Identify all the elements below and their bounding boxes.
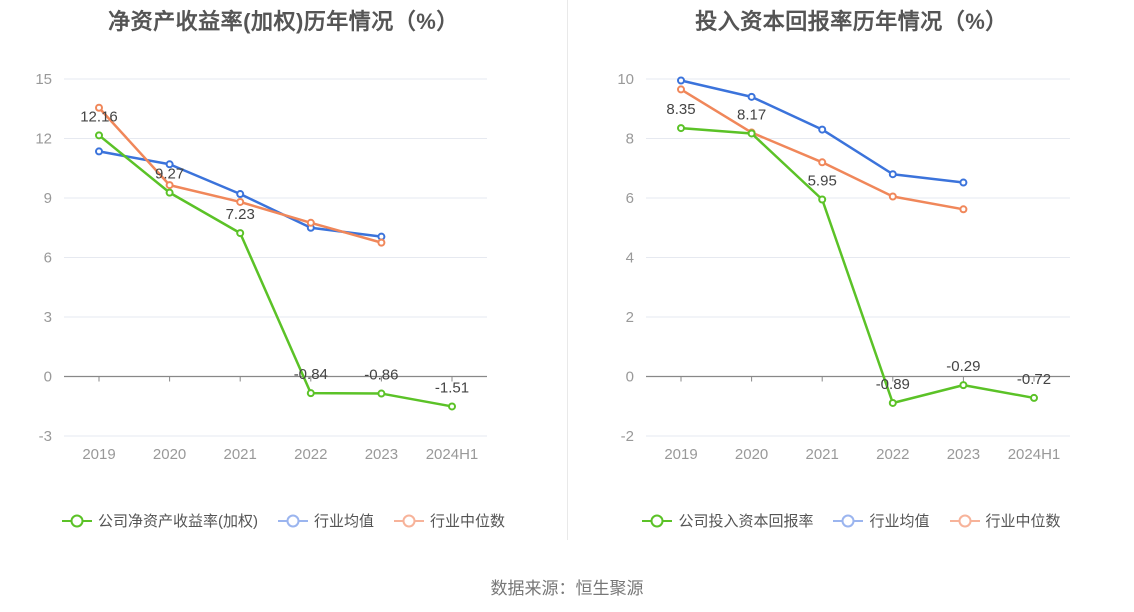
- x-tick-label: 2021: [806, 446, 839, 463]
- data-label: -0.84: [294, 366, 328, 383]
- data-label: 7.23: [226, 206, 255, 223]
- roic-chart-legend: 公司投入资本回报率 行业均值 行业中位数: [568, 510, 1134, 531]
- roic-chart-plot: -2 0 2 4 6 8 10 2019 2020 2021 2022 2023 2024H1 8.35 8…: [617, 71, 1070, 463]
- data-source-note: 数据来源：恒生聚源: [490, 579, 644, 598]
- legend-label: 公司净资产收益率(加权): [97, 513, 258, 530]
- legend-label: 行业均值: [869, 513, 930, 530]
- data-label: -0.86: [364, 367, 398, 384]
- data-label: -0.89: [876, 376, 910, 393]
- data-point: [377, 389, 386, 398]
- data-point: [306, 218, 315, 227]
- x-tick-label: 2021: [224, 446, 257, 463]
- legend-marker-icon: [833, 514, 864, 527]
- series-line: [98, 134, 453, 408]
- data-label: 5.95: [808, 172, 837, 189]
- y-tick-label: 3: [44, 309, 52, 326]
- panel-divider: [567, 0, 568, 540]
- x-tick-label: 2023: [947, 446, 980, 463]
- data-point: [818, 158, 827, 167]
- data-label: 8.17: [737, 106, 766, 123]
- roe-chart-title: 净资产收益率(加权)历年情况（%）: [108, 9, 459, 34]
- legend-label: 行业中位数: [985, 513, 1061, 530]
- data-point: [95, 147, 103, 156]
- y-tick-label: 4: [626, 250, 634, 267]
- x-tick-label: 2019: [664, 446, 697, 463]
- roic-chart-title: 投入资本回报率历年情况（%）: [695, 9, 1008, 34]
- data-point: [236, 229, 245, 238]
- legend-item-industry-median[interactable]: 行业中位数: [394, 510, 505, 531]
- roe-chart-plot: -3 0 3 6 9 12 15 2019 2020 2021 2022 2023 2024H1 12.1…: [35, 71, 487, 463]
- data-point: [818, 125, 827, 134]
- data-label: -0.29: [946, 358, 980, 375]
- y-tick-label: -3: [39, 428, 52, 445]
- data-point: [888, 192, 897, 201]
- data-point: [306, 389, 315, 398]
- y-tick-label: 0: [44, 369, 52, 386]
- roe-chart-legend: 公司净资产收益率(加权) 行业均值 行业中位数: [0, 510, 567, 531]
- x-tick-label: 2020: [153, 446, 186, 463]
- legend-item-industry-median[interactable]: 行业中位数: [949, 510, 1061, 531]
- y-tick-label: 10: [617, 71, 634, 88]
- data-point: [959, 178, 968, 187]
- data-label: 9.27: [155, 166, 184, 183]
- legend-marker-icon: [61, 514, 92, 527]
- data-point: [747, 92, 756, 101]
- legend-item-industry-average[interactable]: 行业均值: [833, 510, 930, 531]
- data-point: [959, 381, 968, 390]
- data-point: [747, 129, 756, 138]
- legend-item-company-roe[interactable]: 公司净资产收益率(加权): [61, 510, 258, 531]
- data-point: [888, 398, 897, 407]
- data-point: [677, 76, 685, 85]
- data-point: [888, 170, 897, 179]
- legend-marker-icon: [277, 514, 308, 527]
- series-line: [680, 126, 1035, 405]
- data-point: [818, 195, 827, 204]
- legend-marker-icon: [642, 514, 673, 527]
- x-tick-label: 2019: [82, 446, 115, 463]
- data-label: 12.16: [80, 108, 118, 125]
- legend-marker-icon: [394, 514, 424, 527]
- legend-item-industry-average[interactable]: 行业均值: [277, 510, 374, 531]
- y-tick-label: 15: [35, 71, 52, 88]
- data-point: [95, 131, 103, 140]
- series-line: [680, 88, 964, 211]
- x-tick-label: 2022: [294, 446, 327, 463]
- roe-chart-panel: 净资产收益率(加权)历年情况（%） -3 0 3 6 9 12 15 2019 2020 2021…: [0, 0, 567, 560]
- legend-item-company-roic[interactable]: 公司投入资本回报率: [642, 510, 813, 531]
- y-tick-label: 8: [626, 131, 634, 148]
- data-point: [959, 205, 968, 214]
- x-tick-label: 2024H1: [1008, 446, 1061, 463]
- data-point: [95, 103, 103, 112]
- data-point: [165, 188, 174, 197]
- y-tick-label: 9: [44, 190, 52, 207]
- x-tick-label: 2024H1: [426, 446, 479, 463]
- data-point: [677, 85, 685, 94]
- roic-chart-panel: 投入资本回报率历年情况（%） -2 0 2 4 6 8 10 2019 2020 2021 2022…: [568, 0, 1134, 560]
- y-tick-label: 0: [626, 369, 634, 386]
- data-point: [165, 160, 174, 169]
- data-point: [165, 181, 174, 190]
- x-tick-label: 2023: [365, 446, 398, 463]
- data-point: [448, 402, 456, 411]
- data-label: -1.51: [435, 379, 469, 396]
- data-label: 8.35: [666, 101, 695, 118]
- data-point: [1030, 393, 1038, 402]
- x-tick-label: 2020: [735, 446, 768, 463]
- legend-label: 行业均值: [313, 513, 374, 530]
- y-tick-label: 2: [626, 309, 634, 326]
- data-point: [677, 124, 685, 133]
- legend-label: 公司投入资本回报率: [678, 513, 814, 530]
- y-tick-label: -2: [621, 428, 634, 445]
- data-point: [377, 238, 386, 247]
- data-point: [236, 197, 245, 206]
- y-tick-label: 12: [35, 131, 52, 148]
- data-point: [236, 190, 245, 199]
- data-label: -0.72: [1017, 371, 1051, 388]
- x-tick-label: 2022: [876, 446, 909, 463]
- y-tick-label: 6: [44, 250, 52, 267]
- y-tick-label: 6: [626, 190, 634, 207]
- legend-label: 行业中位数: [430, 513, 506, 530]
- legend-marker-icon: [949, 514, 980, 527]
